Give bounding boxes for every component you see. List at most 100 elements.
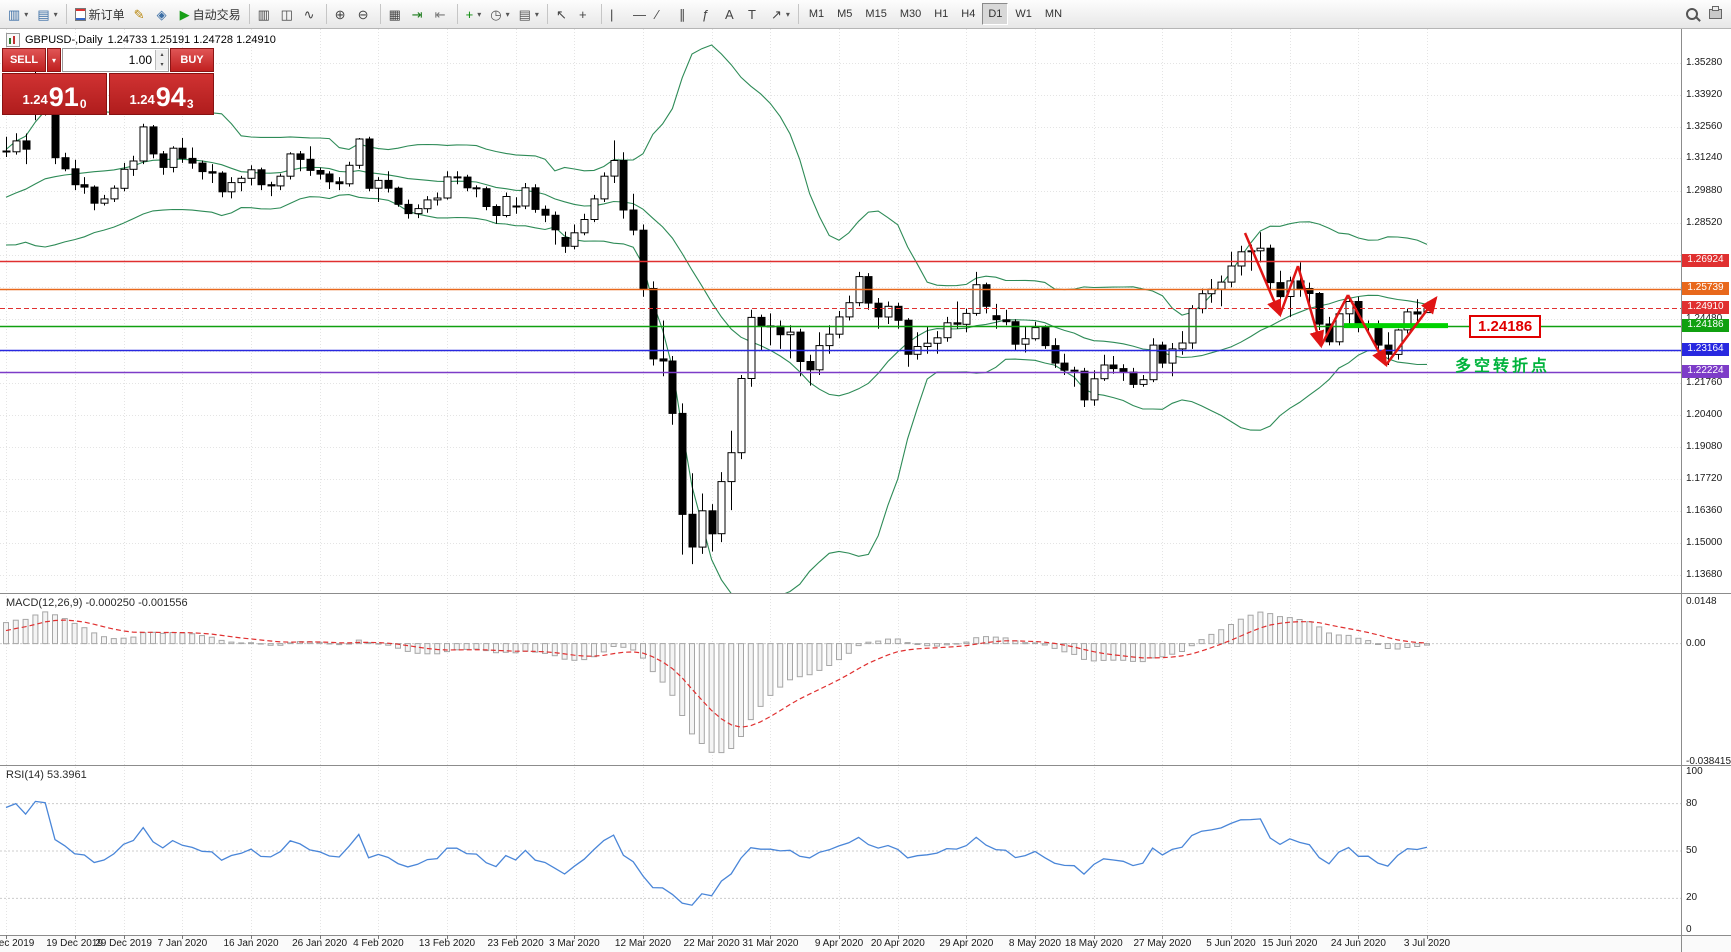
search-icon (1686, 8, 1698, 20)
channel-button[interactable]: ∥ (675, 3, 697, 25)
trade-panel-controls: SELL ▾ 1.00 ▴ ▾ BUY (2, 48, 214, 72)
chevron-down-icon: ▾ (51, 55, 56, 65)
timeframe-H4-label: H4 (961, 8, 976, 20)
candlestick-icon: ◫ (280, 6, 293, 22)
toolbar-group: ▥ ▾ ▤ ▾ (4, 3, 62, 25)
template-icon: ▤ (518, 6, 531, 22)
macd-signal-line (5, 619, 1428, 728)
crosshair-icon: + (578, 6, 587, 22)
fibonacci-button[interactable]: ƒ (698, 3, 720, 25)
timeframe-M1[interactable]: M1 (803, 3, 830, 25)
stepper-up-icon[interactable]: ▴ (156, 50, 168, 60)
sell-price[interactable]: 1.24 91 0 (2, 73, 107, 115)
toolbar-separator (379, 4, 381, 24)
volume-value[interactable]: 1.00 (128, 53, 152, 67)
chart-title: GBPUSD-,Daily 1.24733 1.25191 1.24728 1.… (6, 33, 276, 47)
vertical-line-button[interactable]: | (606, 3, 628, 25)
trend-arrows[interactable] (1243, 232, 1438, 368)
sell-price-big-figure: 1.24 (22, 92, 48, 107)
toolbar-separator (797, 4, 799, 24)
price-callout-box[interactable]: 1.24186 (1469, 315, 1542, 338)
profiles-button[interactable]: ▤ ▾ (33, 3, 61, 25)
trendline-button[interactable]: ∕ (652, 3, 674, 25)
rsi-indicator-label: RSI(14) 53.3961 (6, 769, 87, 781)
toolbar-separator (600, 4, 602, 24)
clock-icon: ◷ (490, 6, 502, 22)
periods-button[interactable]: ◷ ▾ (486, 3, 513, 25)
arrows-button[interactable]: ↗ ▾ (767, 3, 794, 25)
autotrading-button[interactable]: ▶ 自动交易 (176, 3, 245, 25)
navigator-icon: ◈ (156, 6, 167, 22)
one-click-trading-panel: SELL ▾ 1.00 ▴ ▾ BUY 1.24 91 0 1.24 94 3 (2, 48, 214, 115)
profiles-icon: ▤ (37, 6, 50, 22)
toolbar-group (1682, 3, 1727, 25)
toolbar-separator (65, 4, 67, 24)
stepper-down-icon[interactable]: ▾ (156, 60, 168, 70)
zoom-in-button[interactable]: ⊕ (331, 3, 353, 25)
rsi-line (5, 800, 1428, 906)
pivot-annotation-text[interactable]: 多空转折点 (1455, 358, 1551, 375)
search-button[interactable] (1682, 3, 1704, 25)
sell-price-pips: 91 (48, 82, 79, 112)
buy-button[interactable]: BUY (170, 48, 214, 72)
tile-windows-button[interactable]: ▦ (385, 3, 407, 25)
macd-indicator-label: MACD(12,26,9) -0.000250 -0.001556 (6, 597, 188, 609)
timeframe-M30-label: M30 (899, 8, 922, 20)
toolbar: ▥ ▾ ▤ ▾ 新订单 ✎ ◈ ▶ 自动交易 ▥ ◫ ∿ ⊕ ⊖ ▦ ⇥ ⇤ + ▾ ◷ ▾ ▤ ▾ ↖ + | — ∕ ∥ ƒ A T ↗ ▾ M… (0, 0, 1731, 29)
metaeditor-button[interactable]: ✎ (130, 3, 152, 25)
chart-shift-button[interactable]: ⇤ (431, 3, 453, 25)
auto-scroll-button[interactable]: ⇥ (408, 3, 430, 25)
chart-grid (0, 29, 1681, 935)
bar-chart-button[interactable]: ▥ (254, 3, 276, 25)
label-icon: T (747, 6, 756, 22)
zoom-out-button[interactable]: ⊖ (354, 3, 376, 25)
timeframe-W1-label: W1 (1015, 8, 1032, 20)
chart-shift-icon: ⇤ (434, 6, 446, 22)
buy-price-point: 3 (186, 97, 194, 111)
sell-button[interactable]: SELL (2, 48, 46, 72)
candlestick-button[interactable]: ◫ (277, 3, 299, 25)
volume-stepper[interactable]: ▴ ▾ (155, 50, 168, 70)
buy-price-pips: 94 (155, 82, 186, 112)
chart-symbol-period: GBPUSD-,Daily (25, 34, 103, 46)
timeframe-M5[interactable]: M5 (831, 3, 858, 25)
toolbar-group: ▥ ◫ ∿ (254, 3, 322, 25)
timeframe-MN[interactable]: MN (1039, 3, 1068, 25)
volume-field[interactable]: 1.00 ▴ ▾ (62, 48, 169, 72)
timeframe-W1[interactable]: W1 (1009, 3, 1038, 25)
bar-chart-icon: ▥ (257, 6, 270, 22)
timeframe-M30[interactable]: M30 (894, 3, 927, 25)
chart-mini-icon (6, 33, 20, 47)
cursor-button[interactable]: ↖ (552, 3, 574, 25)
chevron-down-icon: ▾ (505, 9, 510, 19)
navigator-button[interactable]: ◈ (153, 3, 175, 25)
label-button[interactable]: T (744, 3, 766, 25)
print-button[interactable] (1705, 3, 1727, 25)
templates-button[interactable]: ▤ ▾ (515, 3, 543, 25)
timeframe-M15[interactable]: M15 (859, 3, 892, 25)
text-icon: A (724, 6, 734, 22)
chevron-down-icon: ▾ (24, 9, 29, 19)
timeframe-D1[interactable]: D1 (982, 3, 1009, 25)
trade-options-dropdown[interactable]: ▾ (47, 48, 61, 72)
horizontal-line-button[interactable]: — (629, 3, 651, 25)
indicators-button[interactable]: + ▾ (462, 3, 486, 25)
zoom-in-icon: ⊕ (334, 6, 346, 22)
buy-price[interactable]: 1.24 94 3 (109, 73, 214, 115)
chevron-down-icon: ▾ (53, 9, 58, 19)
toolbar-separator (248, 4, 250, 24)
new-chart-button[interactable]: ▥ ▾ (4, 3, 32, 25)
new-order-button[interactable]: 新订单 (71, 3, 129, 25)
arrows-icon: ↗ (770, 6, 782, 22)
text-button[interactable]: A (721, 3, 743, 25)
new-order-icon (74, 7, 86, 21)
timeframe-H4[interactable]: H4 (955, 3, 981, 25)
pane-separators (0, 29, 1731, 952)
timeframe-H1[interactable]: H1 (928, 3, 954, 25)
toolbar-separator (456, 4, 458, 24)
autotrading-play-icon: ▶ (179, 6, 190, 22)
line-chart-button[interactable]: ∿ (300, 3, 322, 25)
crosshair-button[interactable]: + (575, 3, 597, 25)
